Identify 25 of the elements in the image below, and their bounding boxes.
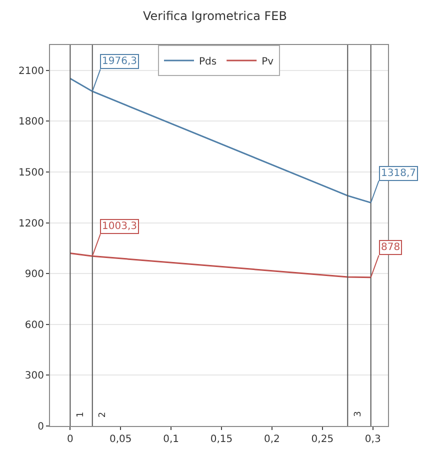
y-tick-label: 2100 [18,66,44,77]
chart-title: Verifica Igrometrica FEB [143,8,287,23]
x-tick-label: 0,2 [264,434,280,445]
data-label: 878 [381,242,400,253]
y-tick-label: 1200 [18,218,44,230]
x-tick-label: 0,25 [311,434,334,445]
data-label: 1976,3 [102,56,137,67]
y-tick-label: 600 [24,320,44,331]
y-tick-label: 900 [24,269,44,280]
data-label: 1003,3 [102,221,137,232]
y-tick-label: 300 [24,370,44,382]
legend-label: Pv [262,56,274,68]
y-tick-label: 1800 [18,116,44,128]
x-tick-label: 0 [66,434,74,445]
legend-label: Pds [199,56,217,68]
y-tick-label: 0 [38,422,44,432]
annotation: 3 [353,411,364,417]
x-tick-label: 0,15 [210,434,233,445]
annotation: 2 [98,412,108,418]
x-tick-label: 0,3 [364,434,381,445]
y-tick-label: 1500 [18,168,44,178]
annotation: 1 [76,412,86,418]
x-tick-label: 0,1 [163,434,180,445]
x-tick-label: 0,05 [109,434,132,445]
data-label: 1318,7 [381,168,416,179]
